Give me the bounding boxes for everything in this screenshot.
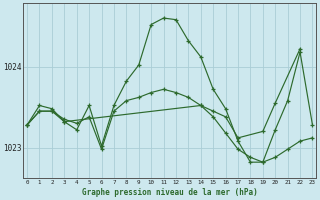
X-axis label: Graphe pression niveau de la mer (hPa): Graphe pression niveau de la mer (hPa) xyxy=(82,188,258,197)
